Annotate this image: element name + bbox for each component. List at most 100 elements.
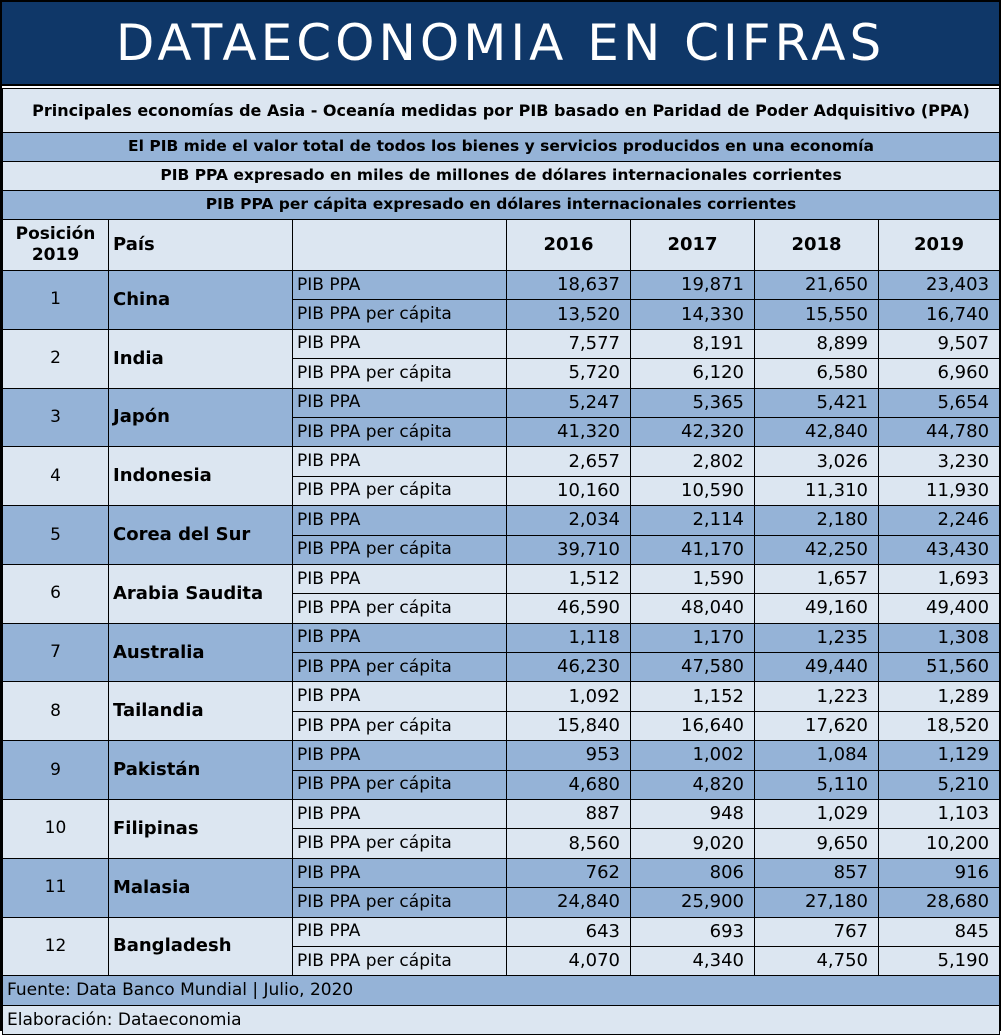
gdp-value-cell: 845 — [877, 916, 1001, 947]
gdp-value-cell: 2,246 — [877, 505, 1001, 536]
per-capita-value-cell: 49,400 — [877, 593, 1001, 624]
position-cell: 2 — [2, 328, 109, 389]
gdp-value-cell: 1,289 — [877, 681, 1001, 712]
gdp-value-cell: 5,654 — [877, 387, 1001, 418]
indicator-label-gdp: PIB PPA — [292, 563, 507, 595]
indicator-label-per-capita: PIB PPA per cápita — [292, 887, 507, 918]
per-capita-value-cell: 16,740 — [877, 299, 1001, 330]
table-row: PIB PPA per cápita 13,520 14,330 15,550 16,7… — [2, 299, 1001, 330]
gdp-value-cell: 8,191 — [630, 328, 755, 360]
gdp-value-cell: 857 — [754, 857, 879, 889]
gdp-value-cell: 8,899 — [754, 328, 879, 360]
per-capita-value-cell: 16,640 — [630, 710, 755, 742]
gdp-value-cell: 3,230 — [877, 446, 1001, 477]
per-capita-value-cell: 6,580 — [754, 358, 879, 389]
indicator-label-gdp: PIB PPA — [292, 446, 507, 477]
indicator-label-per-capita: PIB PPA per cápita — [292, 710, 507, 742]
per-capita-value-cell: 41,320 — [506, 416, 631, 448]
indicator-label-gdp: PIB PPA — [292, 681, 507, 712]
country-cell: Indonesia — [108, 446, 293, 507]
indicator-label-per-capita: PIB PPA per cápita — [292, 416, 507, 448]
position-cell: 3 — [2, 387, 109, 448]
indicator-label-gdp: PIB PPA — [292, 328, 507, 360]
country-cell: Filipinas — [108, 799, 293, 859]
per-capita-value-cell: 42,320 — [630, 416, 755, 448]
indicator-label-gdp: PIB PPA — [292, 387, 507, 418]
position-cell: 10 — [2, 799, 109, 859]
per-capita-value-cell: 8,560 — [506, 828, 631, 859]
gdp-value-cell: 2,114 — [630, 505, 755, 536]
gdp-value-cell: 693 — [630, 916, 755, 947]
per-capita-value-cell: 13,520 — [506, 299, 631, 330]
gdp-value-cell: 1,235 — [754, 622, 879, 654]
per-capita-value-cell: 9,650 — [754, 828, 879, 859]
table-row: 12 Bangladesh PIB PPA 643 693 767 845 — [2, 916, 1001, 977]
per-capita-value-cell: 11,930 — [877, 475, 1001, 507]
gdp-value-cell: 5,365 — [630, 387, 755, 418]
table-row: 11 Malasia PIB PPA 762 806 857 916 — [2, 857, 1001, 918]
gdp-value-cell: 1,693 — [877, 563, 1001, 595]
indicator-label-gdp: PIB PPA — [292, 799, 507, 830]
per-capita-value-cell: 25,900 — [630, 887, 755, 918]
per-capita-value-cell: 42,250 — [754, 534, 879, 565]
indicator-label-per-capita: PIB PPA per cápita — [292, 358, 507, 389]
gdp-value-cell: 9,507 — [877, 328, 1001, 360]
per-capita-value-cell: 42,840 — [754, 416, 879, 448]
gdp-value-cell: 3,026 — [754, 446, 879, 477]
country-cell: Corea del Sur — [108, 505, 293, 565]
per-capita-value-cell: 41,170 — [630, 534, 755, 565]
per-capita-value-cell: 14,330 — [630, 299, 755, 330]
gdp-value-cell: 1,170 — [630, 622, 755, 654]
country-cell: India — [108, 328, 293, 389]
per-capita-value-cell: 47,580 — [630, 652, 755, 683]
source-note: Fuente: Data Banco Mundial | Julio, 2020 — [1, 975, 1001, 1007]
gdp-value-cell: 21,650 — [754, 269, 879, 301]
indicator-label-gdp: PIB PPA — [292, 857, 507, 889]
country-cell: Pakistán — [108, 740, 293, 801]
indicator-label-per-capita: PIB PPA per cápita — [292, 769, 507, 801]
per-capita-value-cell: 28,680 — [877, 887, 1001, 918]
per-capita-value-cell: 43,430 — [877, 534, 1001, 565]
country-cell: China — [108, 270, 293, 330]
gdp-value-cell: 1,084 — [754, 740, 879, 771]
table-row: 2 India PIB PPA 7,577 8,191 8,899 9,507 — [2, 328, 1001, 389]
subtitle-main: Principales economías de Asia - Oceanía … — [1, 88, 1001, 133]
table-row: PIB PPA per cápita 15,840 16,640 17,620 18,5… — [2, 710, 1001, 742]
subtitle-units-gdp: PIB PPA expresado en miles de millones d… — [1, 161, 1001, 191]
gdp-value-cell: 643 — [506, 916, 631, 947]
per-capita-value-cell: 4,070 — [506, 945, 631, 977]
column-header-year: 2019 — [877, 219, 1001, 271]
per-capita-value-cell: 44,780 — [877, 416, 1001, 448]
per-capita-value-cell: 9,020 — [630, 828, 755, 859]
indicator-label-gdp: PIB PPA — [292, 916, 507, 947]
indicator-label-per-capita: PIB PPA per cápita — [292, 593, 507, 624]
credit-note: Elaboración: Dataeconomia — [1, 1005, 1001, 1035]
per-capita-value-cell: 5,210 — [877, 769, 1001, 801]
country-cell: Malasia — [108, 857, 293, 918]
per-capita-value-cell: 5,190 — [877, 945, 1001, 977]
position-cell: 6 — [2, 563, 109, 624]
gdp-value-cell: 1,002 — [630, 740, 755, 771]
table-row: 5 Corea del Sur PIB PPA 2,034 2,114 2,180 2,24… — [2, 505, 1001, 565]
table-row: 1 China PIB PPA 18,637 19,871 21,650 23,403 — [2, 269, 1001, 330]
per-capita-value-cell: 51,560 — [877, 652, 1001, 683]
position-cell: 12 — [2, 916, 109, 977]
column-header-year: 2016 — [506, 219, 631, 271]
per-capita-value-cell: 46,590 — [506, 593, 631, 624]
gdp-value-cell: 948 — [630, 799, 755, 830]
indicator-label-per-capita: PIB PPA per cápita — [292, 534, 507, 565]
per-capita-value-cell: 10,200 — [877, 828, 1001, 859]
per-capita-value-cell: 10,160 — [506, 475, 631, 507]
column-header-indicator — [292, 219, 507, 271]
gdp-value-cell: 887 — [506, 799, 631, 830]
per-capita-value-cell: 15,840 — [506, 710, 631, 742]
position-cell: 8 — [2, 681, 109, 742]
country-cell: Bangladesh — [108, 916, 293, 977]
subtitle-units-per-capita: PIB PPA per cápita expresado en dólares … — [1, 190, 1001, 220]
per-capita-value-cell: 15,550 — [754, 299, 879, 330]
gdp-value-cell: 953 — [506, 740, 631, 771]
gdp-value-cell: 1,152 — [630, 681, 755, 712]
gdp-value-cell: 1,223 — [754, 681, 879, 712]
position-cell: 11 — [2, 857, 109, 918]
per-capita-value-cell: 6,120 — [630, 358, 755, 389]
